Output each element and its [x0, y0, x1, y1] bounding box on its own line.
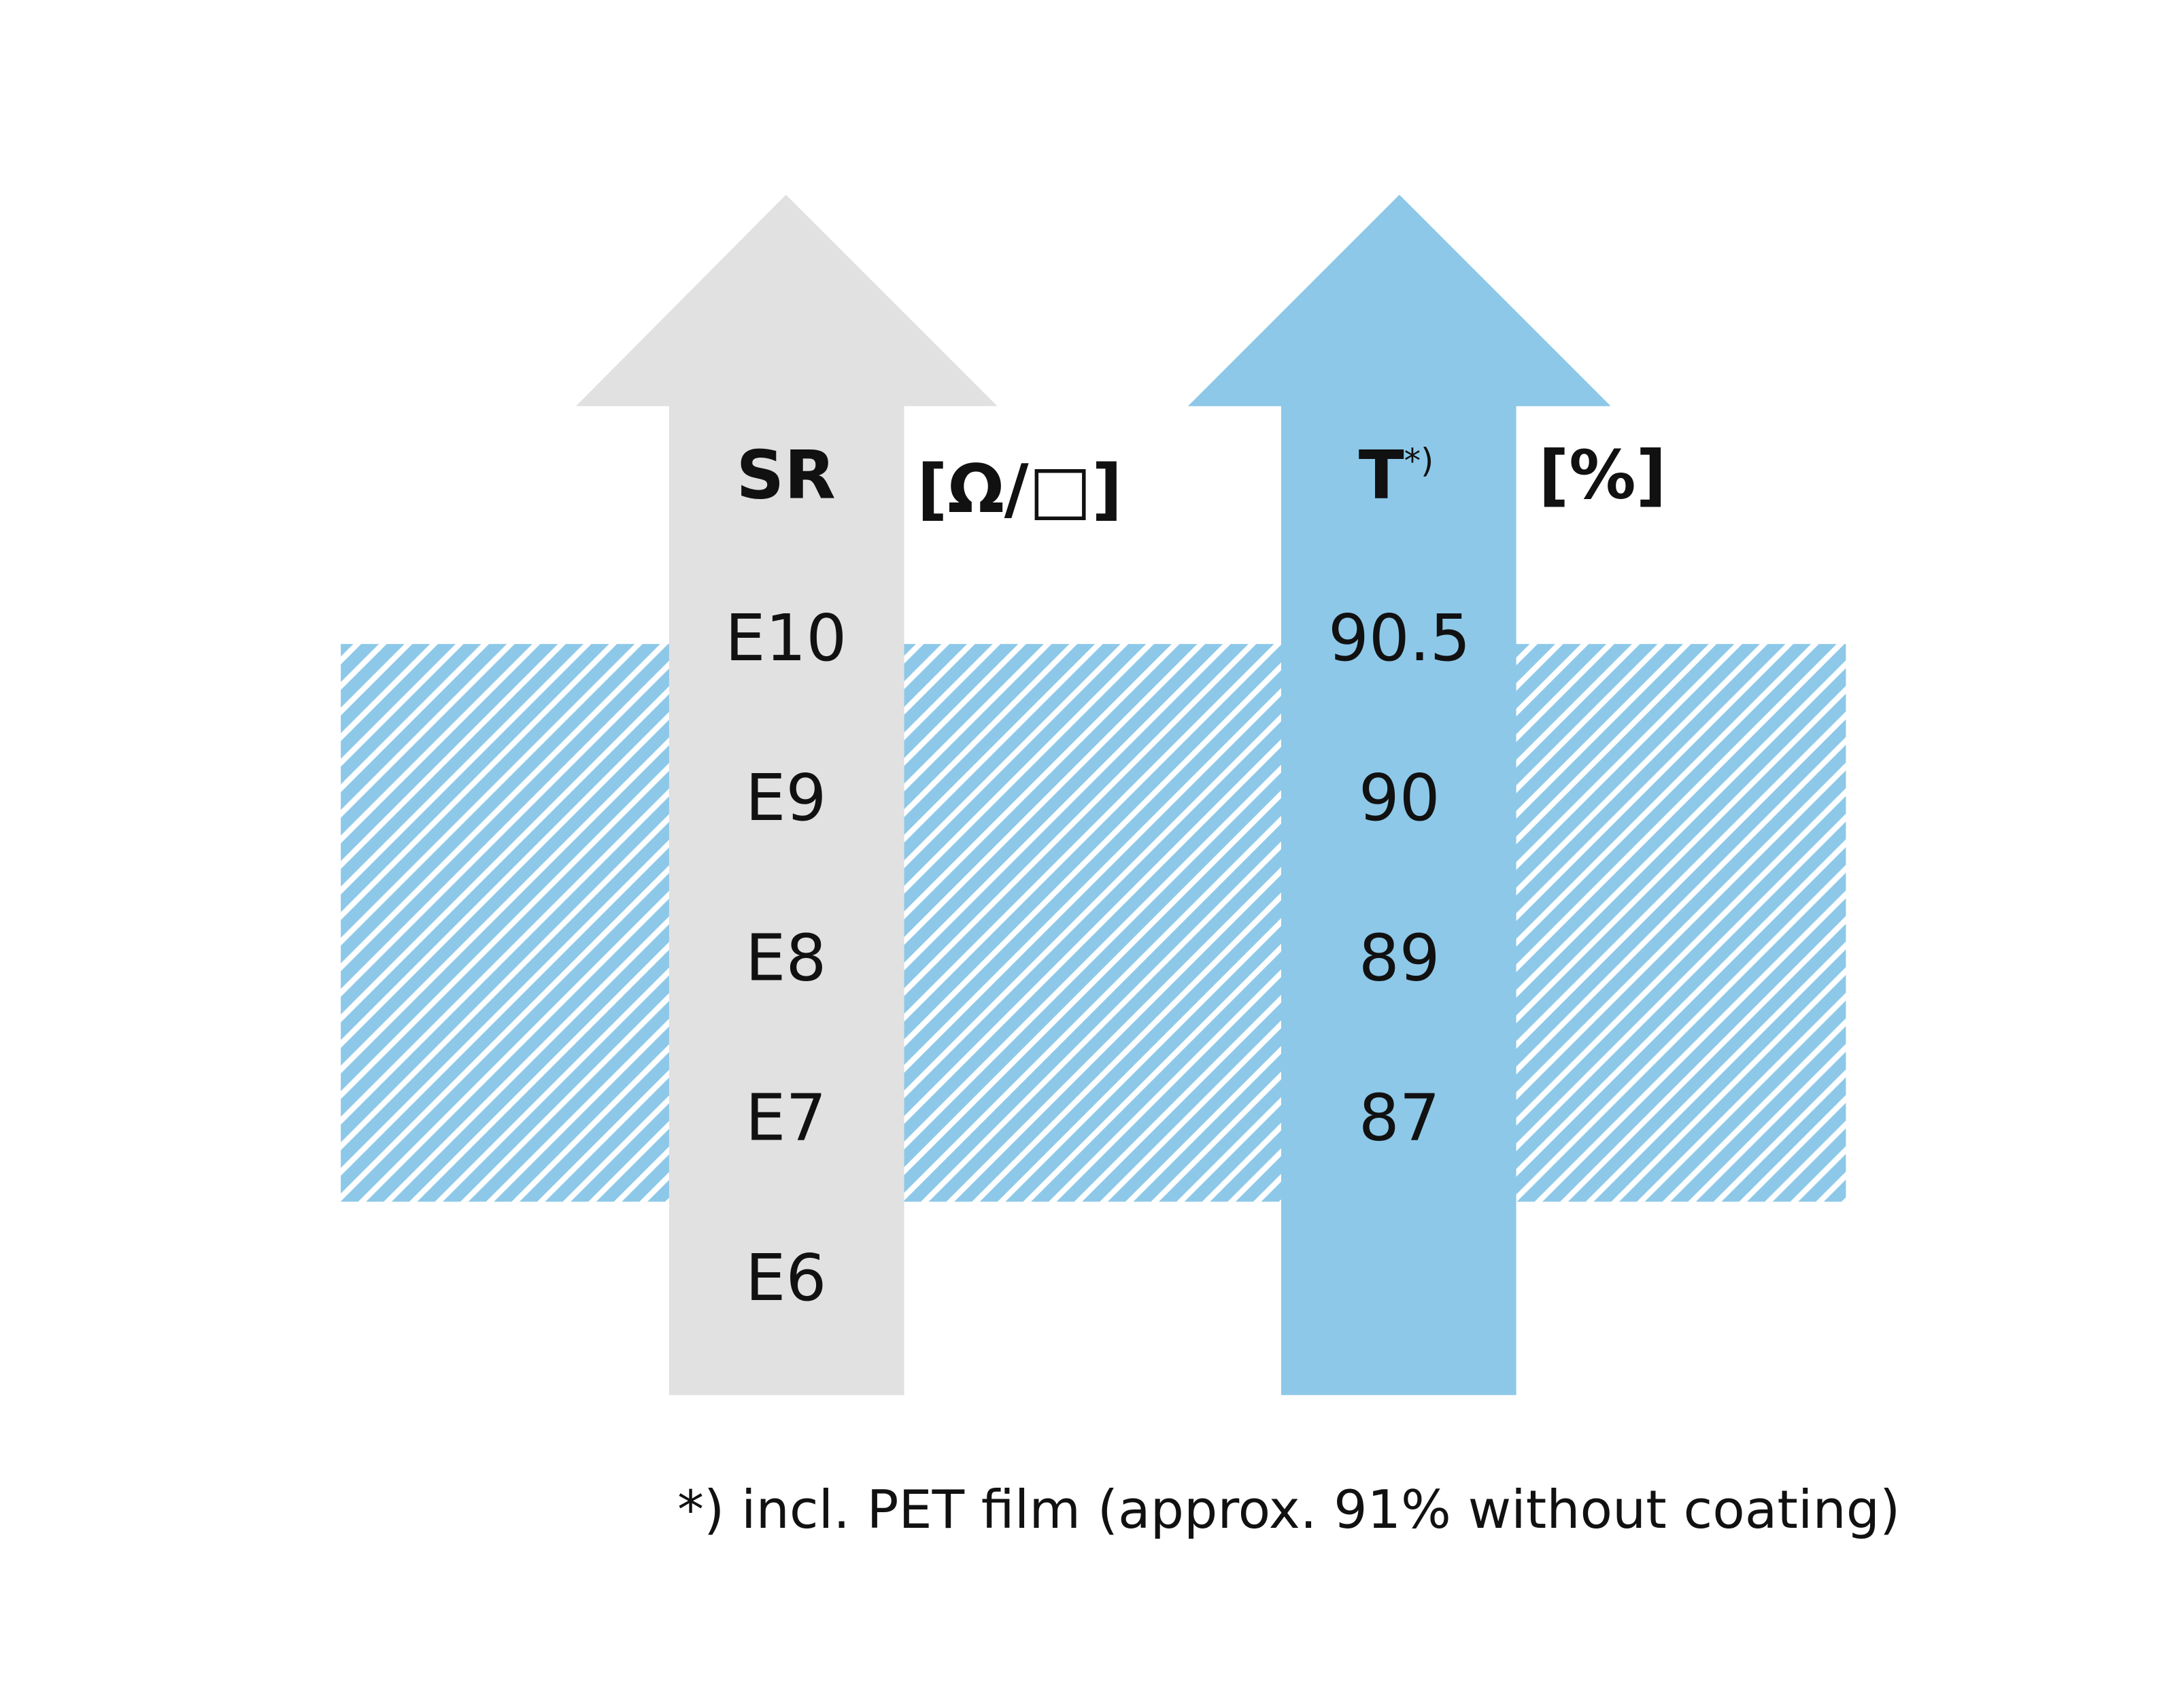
sr-arrow — [575, 194, 998, 1395]
value-label: E6 — [745, 1242, 826, 1316]
value-label: 89 — [1359, 921, 1440, 995]
value-label: E8 — [745, 921, 826, 995]
values: E10 E9 E8 E7 E6 90.5 90 89 87 — [725, 602, 1470, 1316]
footnote: *) incl. PET film (approx. 91% without c… — [677, 1480, 1900, 1541]
t-header: T — [1359, 437, 1404, 515]
value-label: E10 — [725, 602, 847, 676]
value-label: E9 — [745, 762, 826, 836]
value-label: 90 — [1359, 762, 1440, 836]
value-label: E7 — [745, 1082, 826, 1156]
hatched-band — [341, 644, 1846, 1202]
value-label: 87 — [1359, 1082, 1440, 1156]
sr-header: SR — [736, 437, 836, 515]
value-label: 90.5 — [1328, 602, 1470, 676]
t-unit: [%] — [1538, 437, 1666, 515]
t-arrow — [1187, 194, 1611, 1395]
sr-unit: [Ω/□] — [917, 451, 1122, 528]
t-header-note: *) — [1404, 441, 1434, 481]
